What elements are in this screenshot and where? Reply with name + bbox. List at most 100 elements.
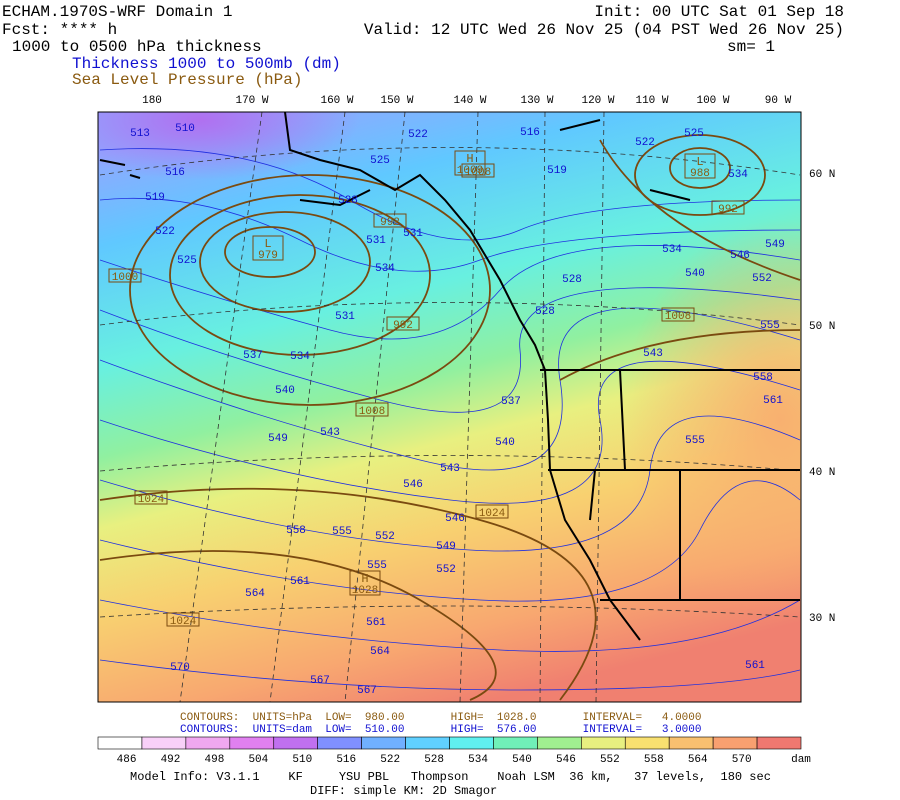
thickness-label: 516 — [520, 127, 540, 139]
colorbar-swatch — [229, 736, 275, 750]
longitude-label: 170 W — [235, 95, 268, 107]
forecast-hour: Fcst: **** h — [2, 21, 117, 39]
center-value: 979 — [258, 250, 278, 262]
center-symbol: H — [361, 572, 368, 586]
thickness-label: 555 — [685, 435, 705, 447]
thickness-label: 555 — [760, 320, 780, 332]
thickness-label: 516 — [165, 167, 185, 179]
center-symbol: L — [264, 237, 271, 251]
thickness-label: 552 — [375, 531, 395, 543]
colorbar-swatch — [624, 736, 670, 750]
thickness-label: 528 — [338, 195, 358, 207]
thickness-label: 534 — [290, 351, 310, 363]
colorbar-label: 504 — [248, 754, 268, 766]
longitude-label: 130 W — [520, 95, 553, 107]
thickness-label: 522 — [408, 129, 428, 141]
thickness-label: 546 — [403, 479, 423, 491]
colorbar-swatch — [493, 736, 538, 750]
thickness-label: 546 — [445, 513, 465, 525]
longitude-label: 160 W — [320, 95, 353, 107]
latitude-label: 30 N — [809, 613, 835, 625]
thickness-label: 543 — [320, 427, 340, 439]
thickness-label: 540 — [495, 437, 515, 449]
center-box — [252, 235, 284, 261]
thickness-label: 528 — [535, 306, 555, 318]
colorbar-label: 528 — [424, 754, 444, 766]
thickness-label: 558 — [286, 525, 306, 537]
longitude-label: 110 W — [635, 95, 668, 107]
thickness-label: 567 — [310, 675, 330, 687]
colorbar: 486 492 498 504 510 516 522 528 534 540 546 552 558 5… — [97, 736, 811, 766]
center-box — [454, 150, 486, 176]
thickness-label: 564 — [245, 588, 265, 600]
thickness-label: 549 — [268, 433, 288, 445]
colorbar-swatch — [405, 736, 450, 750]
colorbar-swatch — [97, 736, 143, 750]
pressure-label: 992 — [380, 217, 400, 229]
thickness-label: 561 — [745, 660, 765, 672]
thickness-label: 537 — [501, 396, 521, 408]
thickness-label: 519 — [547, 165, 567, 177]
coastlines — [99, 112, 800, 641]
thickness-label: 546 — [730, 250, 750, 262]
thickness-label: 561 — [290, 576, 310, 588]
colorbar-label: 540 — [512, 754, 532, 766]
latitude-label: 40 N — [809, 467, 835, 479]
thickness-label: 549 — [436, 541, 456, 553]
colorbar-label: 522 — [380, 754, 400, 766]
pressure-label: 1024 — [170, 616, 197, 628]
thickness-label: 561 — [366, 617, 386, 629]
colorbar-swatch — [537, 736, 582, 750]
colorbar-label: 564 — [688, 754, 708, 766]
thickness-label: 531 — [335, 311, 355, 323]
thickness-label: 522 — [155, 226, 175, 238]
pressure-label-box — [711, 200, 745, 215]
thickness-label: 525 — [370, 155, 390, 167]
thickness-label: 522 — [635, 137, 655, 149]
thickness-label: 555 — [367, 560, 387, 572]
thickness-label: 534 — [728, 169, 748, 181]
center-value: 988 — [690, 168, 710, 180]
colorbar-label: 498 — [205, 754, 225, 766]
thickness-label: 510 — [175, 123, 195, 135]
center-box — [684, 153, 716, 179]
pressure-label: 1024 — [138, 494, 165, 506]
smoothing: sm= 1 — [727, 38, 775, 56]
thickness-label: 534 — [662, 244, 682, 256]
colorbar-unit: dam — [791, 754, 811, 766]
center-symbol: H — [466, 152, 473, 166]
pressure-label: 1008 — [665, 311, 691, 323]
pressure-contours — [99, 134, 801, 701]
colorbar-swatch — [185, 736, 231, 750]
colorbar-label: 510 — [292, 754, 312, 766]
thickness-legend: Thickness 1000 to 500mb (dm) — [72, 55, 341, 73]
longitude-label: 90 W — [765, 95, 792, 107]
colorbar-swatch — [361, 736, 406, 750]
thickness-label: 552 — [436, 564, 456, 576]
colorbar-label: 486 — [117, 754, 137, 766]
thickness-label: 555 — [332, 526, 352, 538]
colorbar-label: 552 — [600, 754, 620, 766]
colorbar-swatch — [581, 736, 626, 750]
cold-pool — [98, 112, 360, 180]
center-value: 1028 — [352, 585, 378, 597]
colorbar-swatch — [317, 736, 362, 750]
init-time: Init: 00 UTC Sat 01 Sep 18 — [594, 3, 844, 21]
thickness-label: 513 — [130, 128, 150, 140]
thickness-label: 531 — [403, 228, 423, 240]
thickness-label: 561 — [763, 395, 783, 407]
pressure-label: 992 — [393, 320, 413, 332]
thickness-label: 531 — [366, 235, 386, 247]
pressure-label-box — [355, 402, 389, 417]
thickness-label: 564 — [370, 646, 390, 658]
slp-contour-info: CONTOURS: UNITS=hPa LOW= 980.00 HIGH= 10… — [180, 712, 702, 724]
thickness-label: 528 — [562, 274, 582, 286]
thickness-label: 525 — [684, 128, 704, 140]
map-area — [98, 112, 801, 702]
colorbar-label: 516 — [336, 754, 356, 766]
thickness-label: 567 — [357, 685, 377, 697]
longitude-label: 100 W — [696, 95, 729, 107]
pressure-label-box — [386, 316, 420, 331]
field-name: 1000 to 0500 hPa thickness — [12, 38, 262, 56]
